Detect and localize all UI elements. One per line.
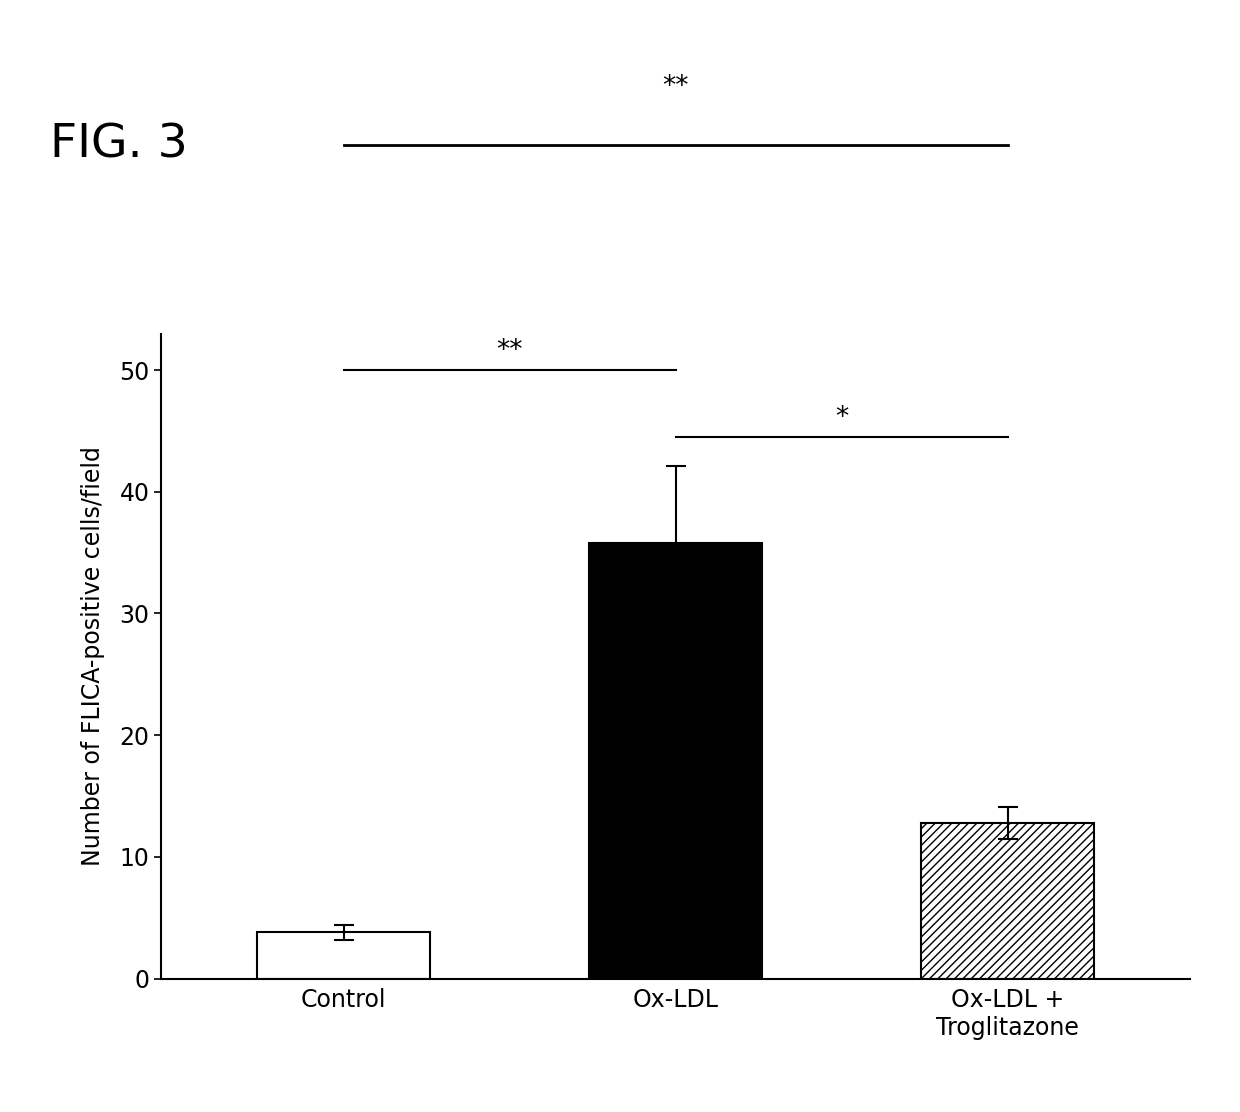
Bar	[258, 932, 430, 979]
Bar	[589, 543, 763, 979]
Text: FIG. 3: FIG. 3	[50, 122, 187, 167]
Text: *: *	[836, 405, 848, 431]
Bar	[921, 823, 1094, 979]
Y-axis label: Number of FLICA-positive cells/field: Number of FLICA-positive cells/field	[82, 446, 105, 866]
Text: **: **	[496, 338, 523, 364]
Text: **: **	[662, 75, 689, 100]
